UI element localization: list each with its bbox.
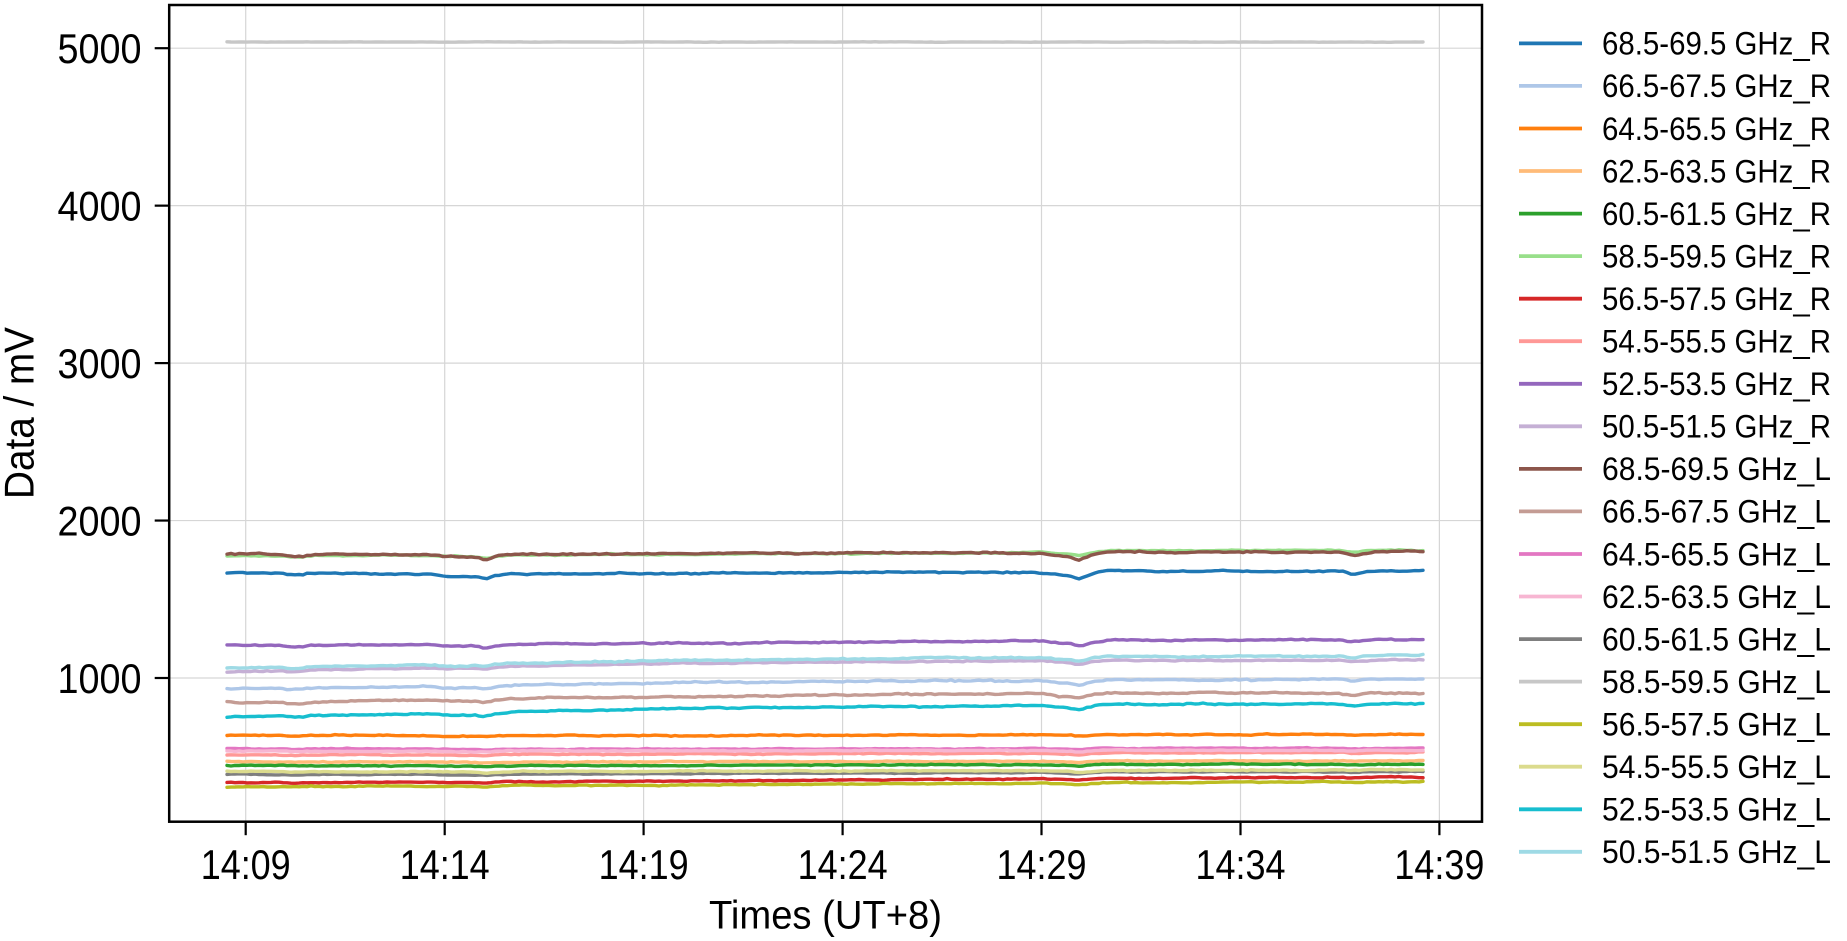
svg-text:54.5-55.5 GHz_L: 54.5-55.5 GHz_L	[1602, 749, 1831, 785]
svg-text:64.5-65.5 GHz_R: 64.5-65.5 GHz_R	[1602, 111, 1831, 147]
svg-text:Times (UT+8): Times (UT+8)	[709, 894, 942, 938]
svg-text:56.5-57.5 GHz_R: 56.5-57.5 GHz_R	[1602, 281, 1831, 317]
svg-text:4000: 4000	[58, 183, 142, 230]
svg-text:60.5-61.5 GHz_R: 60.5-61.5 GHz_R	[1602, 196, 1831, 232]
svg-text:14:29: 14:29	[997, 841, 1087, 888]
svg-text:52.5-53.5 GHz_L: 52.5-53.5 GHz_L	[1602, 792, 1831, 828]
svg-text:60.5-61.5 GHz_L: 60.5-61.5 GHz_L	[1602, 621, 1831, 657]
svg-text:2000: 2000	[58, 497, 142, 544]
svg-text:62.5-63.5 GHz_R: 62.5-63.5 GHz_R	[1602, 153, 1831, 189]
svg-text:1000: 1000	[58, 655, 142, 702]
svg-text:66.5-67.5 GHz_L: 66.5-67.5 GHz_L	[1602, 494, 1831, 530]
svg-text:14:24: 14:24	[798, 841, 888, 888]
svg-text:64.5-65.5 GHz_L: 64.5-65.5 GHz_L	[1602, 536, 1831, 572]
svg-text:14:14: 14:14	[400, 841, 490, 888]
svg-text:52.5-53.5 GHz_R: 52.5-53.5 GHz_R	[1602, 366, 1831, 402]
svg-text:14:34: 14:34	[1196, 841, 1286, 888]
svg-text:50.5-51.5 GHz_L: 50.5-51.5 GHz_L	[1602, 834, 1831, 870]
svg-text:62.5-63.5 GHz_L: 62.5-63.5 GHz_L	[1602, 579, 1831, 615]
svg-text:50.5-51.5 GHz_R: 50.5-51.5 GHz_R	[1602, 409, 1831, 445]
svg-text:Data / mV: Data / mV	[0, 327, 43, 499]
svg-text:66.5-67.5 GHz_R: 66.5-67.5 GHz_R	[1602, 68, 1831, 104]
svg-text:58.5-59.5 GHz_L: 58.5-59.5 GHz_L	[1602, 664, 1831, 700]
svg-text:56.5-57.5 GHz_L: 56.5-57.5 GHz_L	[1602, 707, 1831, 743]
svg-text:54.5-55.5 GHz_R: 54.5-55.5 GHz_R	[1602, 324, 1831, 360]
svg-text:68.5-69.5 GHz_R: 68.5-69.5 GHz_R	[1602, 26, 1831, 62]
svg-text:5000: 5000	[58, 25, 142, 72]
svg-text:3000: 3000	[58, 340, 142, 387]
svg-text:14:09: 14:09	[201, 841, 291, 888]
svg-text:14:39: 14:39	[1394, 841, 1484, 888]
svg-text:58.5-59.5 GHz_R: 58.5-59.5 GHz_R	[1602, 238, 1831, 274]
svg-text:14:19: 14:19	[599, 841, 689, 888]
svg-text:68.5-69.5 GHz_L: 68.5-69.5 GHz_L	[1602, 451, 1831, 487]
